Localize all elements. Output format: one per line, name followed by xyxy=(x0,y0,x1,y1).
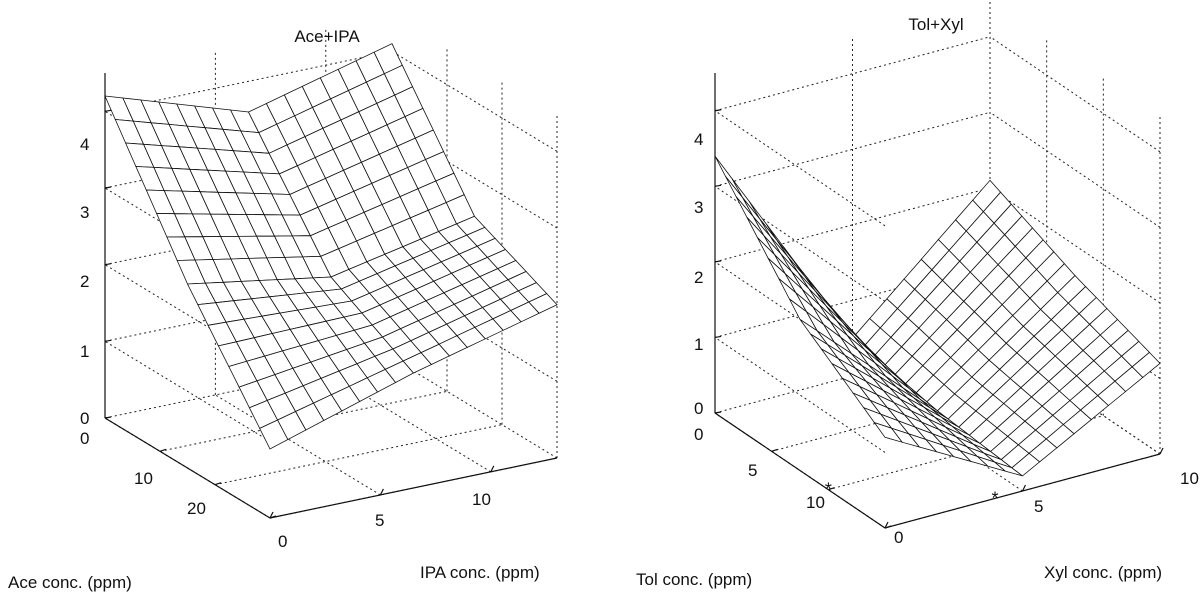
x-tick-0: 0 xyxy=(278,532,287,551)
y-tick-2: 20 xyxy=(187,499,206,518)
z-tick-mark xyxy=(104,339,112,342)
x-axis-line xyxy=(269,457,558,519)
z-tick-2: 2 xyxy=(80,272,89,291)
chart-title: Ace+IPA xyxy=(294,27,360,46)
z-tick-4: 4 xyxy=(80,135,89,154)
asterisk-marker: * xyxy=(825,480,832,500)
y-tick-mark xyxy=(884,525,892,529)
z-tick-mark xyxy=(714,260,722,263)
grid-line xyxy=(391,50,558,152)
z-tick-0: 0 xyxy=(80,409,89,428)
grid-line xyxy=(215,394,381,496)
grid-line xyxy=(104,50,393,112)
y-axis-line xyxy=(714,412,886,529)
grid-line xyxy=(714,337,886,453)
y-tick-1: 10 xyxy=(134,469,153,488)
chart-tol-xyl: * * Tol+Xyl 0 1 2 3 4 0 5 10 0 5 10 Xyl c… xyxy=(636,0,1199,589)
y-tick-0: 0 xyxy=(80,429,89,448)
x-tick-mark xyxy=(884,521,889,529)
x-tick-2: 10 xyxy=(1180,469,1199,488)
x-tick-1: 5 xyxy=(375,511,384,530)
z-tick-3: 3 xyxy=(694,198,703,217)
grid-line xyxy=(989,111,1161,228)
y-tick-mark xyxy=(214,482,222,486)
grid-line xyxy=(104,340,271,442)
y-tick-mark xyxy=(771,448,778,452)
z-tick-mark xyxy=(104,416,112,419)
grid-line xyxy=(989,36,1161,153)
y-tick-0: 0 xyxy=(694,425,703,444)
x-tick-2: 10 xyxy=(472,490,491,509)
x-tick-mark xyxy=(1159,447,1164,455)
x-tick-mark xyxy=(490,465,495,473)
grid-line xyxy=(391,357,558,459)
z-tick-mark xyxy=(104,186,112,189)
y-tick-mark xyxy=(828,487,835,491)
grid-line xyxy=(714,110,886,227)
mesh-cell xyxy=(1131,351,1161,378)
z-tick-mark xyxy=(714,335,722,339)
asterisk-marker: * xyxy=(991,488,998,508)
x-tick-0: 0 xyxy=(894,528,903,547)
x-tick-1: 5 xyxy=(1034,497,1043,516)
axis-lines xyxy=(104,73,558,519)
x-tick-mark xyxy=(1021,484,1027,492)
grid-line xyxy=(104,264,271,366)
y-axis-label: Ace conc. (ppm) xyxy=(8,573,132,592)
grid-line xyxy=(214,424,503,486)
grid-line xyxy=(714,261,886,378)
y-axis-label: Tol conc. (ppm) xyxy=(636,570,752,589)
z-tick-mark xyxy=(104,263,112,266)
y-tick-mark xyxy=(159,448,167,452)
x-tick-mark xyxy=(379,488,384,496)
x-tick-mark xyxy=(269,511,274,519)
x-axis-label: Xyl conc. (ppm) xyxy=(1044,563,1162,582)
surface-mesh xyxy=(104,43,558,450)
mesh-cell xyxy=(725,176,754,218)
chart-title: Tol+Xyl xyxy=(908,15,963,34)
z-tick-mark xyxy=(714,184,722,187)
z-tick-mark xyxy=(714,109,722,112)
z-tick-mark xyxy=(104,109,112,112)
axis-lines xyxy=(714,73,1164,529)
grid-line xyxy=(989,187,1161,304)
z-tick-3: 3 xyxy=(80,203,89,222)
y-tick-1: 5 xyxy=(748,461,757,480)
z-tick-0: 0 xyxy=(694,399,703,418)
chart-ace-ipa: Ace+IPA 0 1 2 3 4 0 10 20 0 5 10 IPA con… xyxy=(8,26,558,592)
mesh-cell xyxy=(714,155,744,199)
z-tick-4: 4 xyxy=(694,130,703,149)
z-tick-2: 2 xyxy=(694,268,703,287)
z-tick-1: 1 xyxy=(80,342,89,361)
axis-markers: * * xyxy=(825,480,999,509)
y-axis-line xyxy=(104,417,271,519)
y-tick-mark xyxy=(269,515,277,519)
z-tick-mark xyxy=(714,411,722,414)
x-axis-label: IPA conc. (ppm) xyxy=(420,563,540,582)
y-tick-2: 10 xyxy=(806,493,825,512)
z-tick-1: 1 xyxy=(694,335,703,354)
surface-mesh xyxy=(714,155,1161,477)
mesh-cell xyxy=(528,293,558,314)
